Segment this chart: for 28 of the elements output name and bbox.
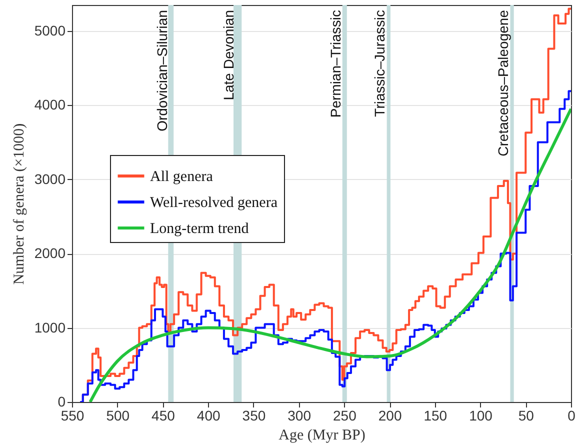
x-tick-label: 500 <box>106 408 130 424</box>
y-tick-label: 1000 <box>34 319 66 336</box>
x-axis-title: Age (Myr BP) <box>278 428 366 444</box>
x-tick-label: 450 <box>152 408 176 424</box>
band-label: Ordovician–Silurian <box>154 10 170 132</box>
legend-label: Long-term trend <box>150 221 250 237</box>
x-tick-label: 350 <box>242 408 266 424</box>
y-axis-title: Number of genera (×1000) <box>11 123 28 285</box>
legend-label: All genera <box>150 169 214 185</box>
y-tick-label: 4000 <box>34 96 66 113</box>
x-tick-label: 550 <box>60 408 84 424</box>
band-label: Permian–Triassic <box>328 10 344 118</box>
x-tick-label: 50 <box>518 408 534 424</box>
y-tick-label: 0 <box>58 394 66 410</box>
x-tick-label: 0 <box>568 408 576 424</box>
x-tick-label: 100 <box>469 408 493 424</box>
x-tick-label: 200 <box>378 408 402 424</box>
y-tick-label: 2000 <box>34 245 66 262</box>
band-label: Triassic–Jurassic <box>372 10 388 117</box>
x-tick-label: 150 <box>424 408 448 424</box>
legend-label: Well-resolved genera <box>150 195 278 211</box>
x-tick-label: 300 <box>288 408 312 424</box>
band-label: Late Devonian <box>220 10 237 100</box>
y-tick-label: 5000 <box>34 22 66 38</box>
band-label: Cretaceous–Paleogene <box>495 10 512 156</box>
y-tick-label: 3000 <box>34 170 66 187</box>
x-tick-label: 400 <box>196 408 220 424</box>
x-tick-label: 250 <box>333 408 357 424</box>
